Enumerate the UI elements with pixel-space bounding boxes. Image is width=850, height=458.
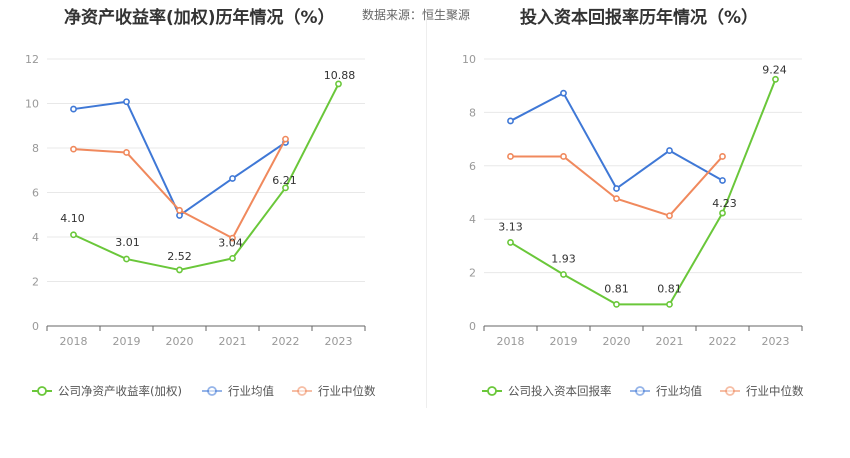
x-tick-label: 2022 [272,335,300,348]
x-tick-label: 2019 [113,335,141,348]
y-tick-label: 8 [469,106,476,119]
y-tick-label: 2 [32,276,39,289]
series-line-1 [510,92,723,190]
data-point[interactable] [613,300,620,308]
legend-item-0[interactable]: 公司净资产收益率(加权) [32,384,182,398]
data-label: 2.52 [167,250,192,263]
y-tick-label: 8 [32,142,39,155]
legend-label: 公司净资产收益率(加权) [58,384,182,398]
x-tick-label: 2023 [325,335,353,348]
y-tick-label: 0 [32,320,39,333]
data-point[interactable] [335,80,342,88]
y-tick-label: 6 [469,160,476,173]
data-point[interactable] [229,234,236,242]
x-tick-label: 2018 [60,335,88,348]
data-point[interactable] [229,254,236,262]
data-label: 0.81 [604,282,629,295]
data-label: 3.13 [498,220,523,233]
y-tick-label: 0 [469,320,476,333]
x-tick-label: 2021 [219,335,247,348]
data-point[interactable] [229,175,236,182]
y-tick-label: 10 [462,53,476,66]
data-label: 4.10 [60,212,85,225]
data-point[interactable] [666,212,673,220]
data-point[interactable] [123,149,130,156]
data-point[interactable] [123,255,130,263]
data-point[interactable] [772,75,779,83]
data-point[interactable] [613,185,620,192]
legend-item-2[interactable]: 行业中位数 [720,384,804,398]
legend-item-0[interactable]: 公司投入资本回报率 [482,384,612,398]
data-point[interactable] [719,177,726,184]
y-tick-label: 10 [25,98,39,111]
data-label: 6.21 [272,174,297,187]
legend-label: 公司投入资本回报率 [508,384,612,398]
data-label: 3.01 [115,236,140,249]
data-label: 10.88 [324,69,356,82]
y-tick-label: 2 [469,267,476,280]
data-point[interactable] [719,153,726,160]
data-label: 1.93 [551,252,576,265]
data-point[interactable] [282,135,289,143]
x-tick-label: 2018 [497,335,525,348]
data-point[interactable] [70,145,77,153]
legend-item-1[interactable]: 行业均值 [202,384,274,398]
data-point[interactable] [70,105,77,113]
series-line-0 [509,78,777,306]
x-tick-label: 2019 [550,335,578,348]
chart-divider [426,18,427,408]
data-point[interactable] [70,231,77,239]
data-label: 4.23 [712,197,737,210]
data-point[interactable] [507,239,514,246]
data-label: 0.81 [657,282,682,295]
chart-title-roic: 投入资本回报率历年情况（%） [520,8,759,28]
data-point[interactable] [176,206,183,214]
data-label: 9.24 [762,63,787,76]
data-point[interactable] [176,266,183,274]
data-label: 3.04 [218,236,243,249]
x-tick-label: 2020 [166,335,194,348]
x-tick-label: 2020 [603,335,631,348]
legend-item-2[interactable]: 行业中位数 [292,384,376,398]
legend-item-1[interactable]: 行业均值 [630,384,702,398]
data-point[interactable] [123,98,130,106]
legend-label: 行业中位数 [746,384,804,398]
data-point[interactable] [613,195,620,203]
data-point[interactable] [560,89,567,97]
x-tick-label: 2022 [709,335,737,348]
data-point[interactable] [282,184,289,192]
y-tick-label: 4 [469,213,476,226]
y-tick-label: 4 [32,231,39,244]
x-tick-label: 2023 [762,335,790,348]
data-point[interactable] [507,153,514,160]
data-point[interactable] [666,300,673,308]
data-point[interactable] [560,271,567,278]
legend-label: 行业均值 [228,384,274,398]
data-point[interactable] [560,153,567,160]
series-line-0 [73,83,340,271]
data-point[interactable] [666,147,673,154]
y-tick-label: 12 [25,53,39,66]
x-tick-label: 2021 [656,335,684,348]
legend-label: 行业中位数 [318,384,376,398]
legend-label: 行业均值 [656,384,702,398]
data-point[interactable] [719,209,726,217]
chart-title-roe: 净资产收益率(加权)历年情况（%） [64,8,335,28]
data-point[interactable] [507,117,514,125]
y-tick-label: 6 [32,187,39,200]
data-source-text: 数据来源：恒生聚源 [362,8,471,22]
